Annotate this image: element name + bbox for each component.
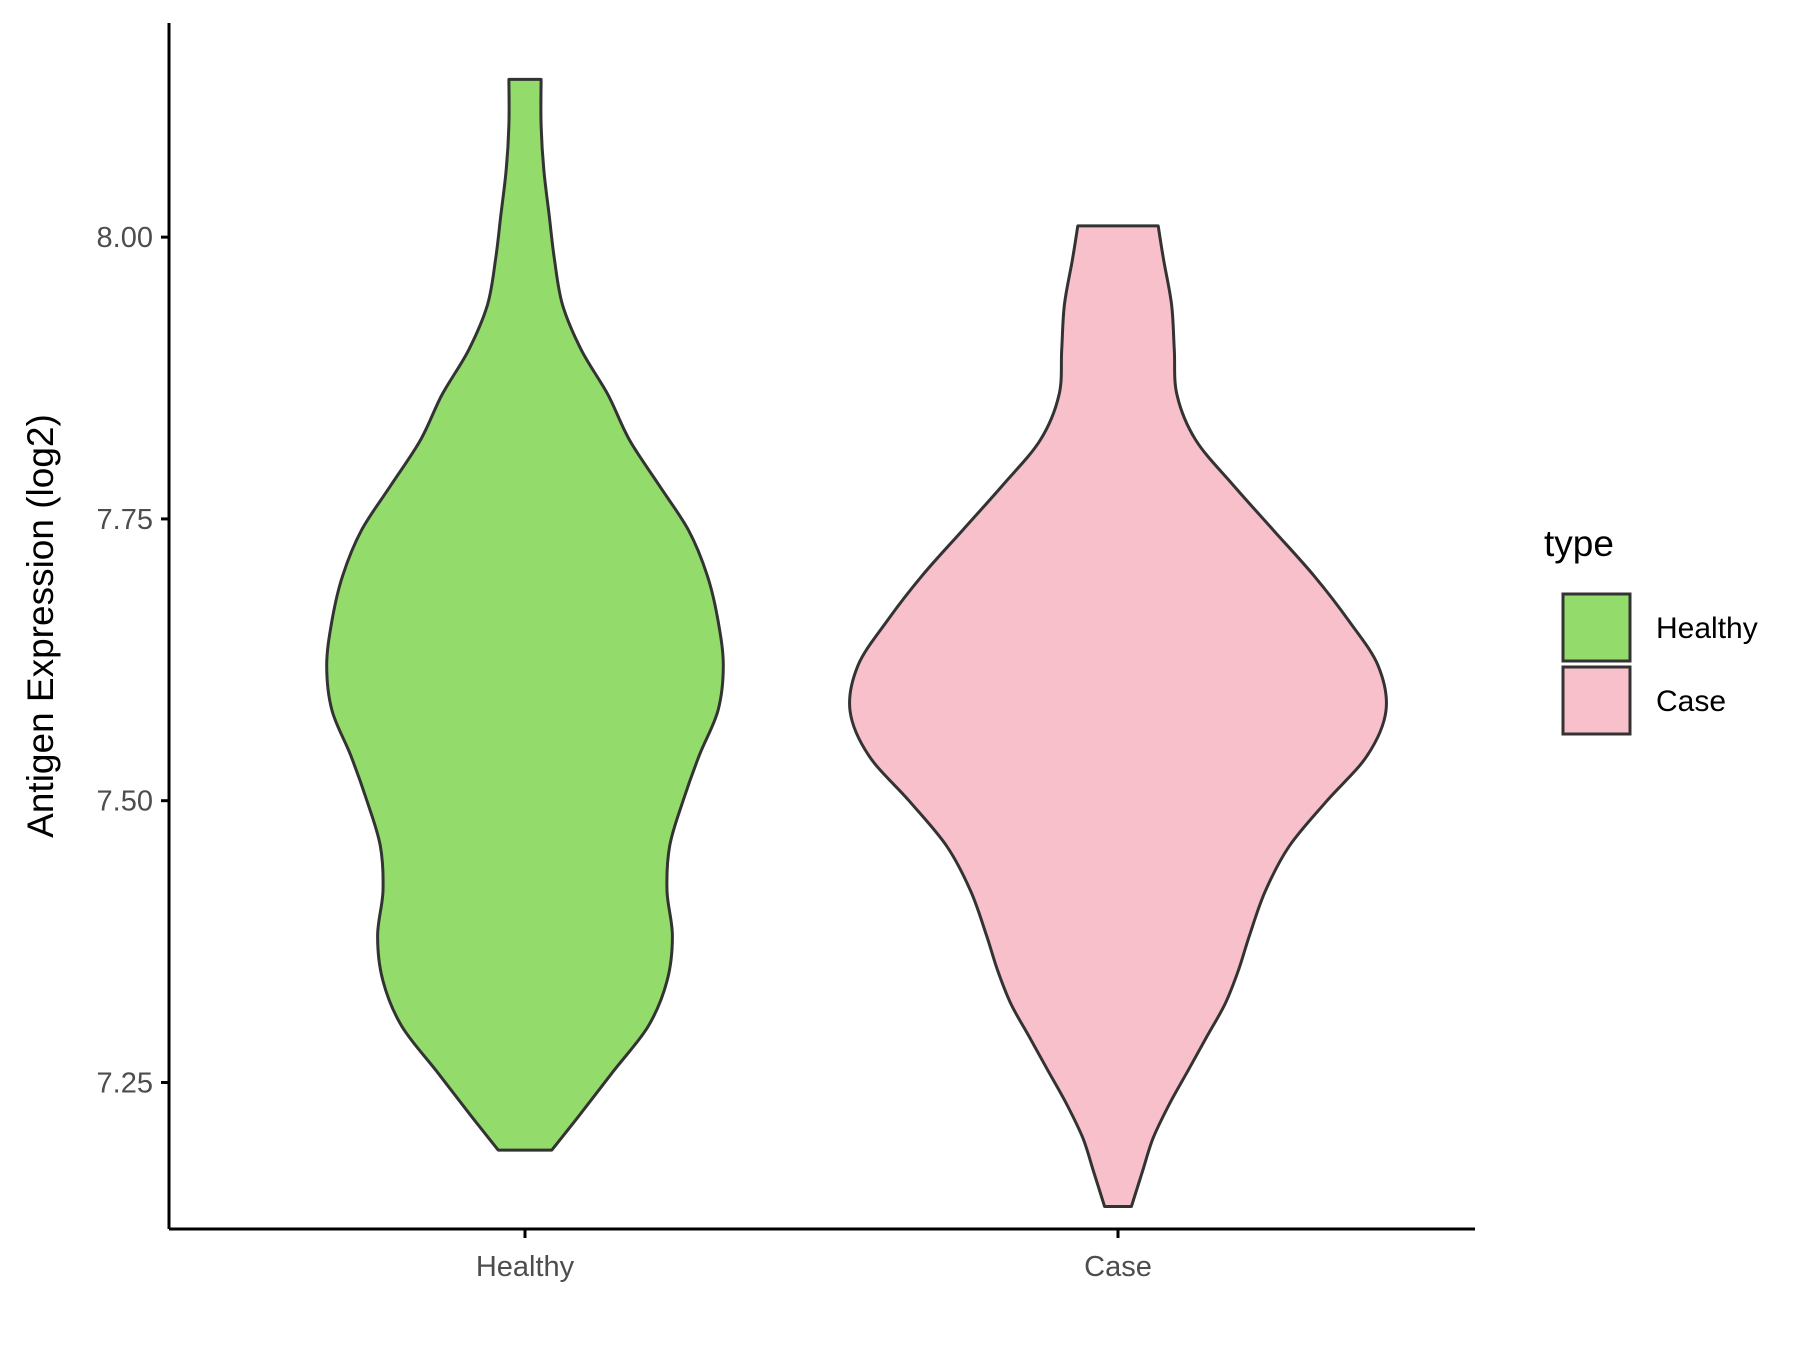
legend-title: type: [1544, 523, 1614, 564]
y-axis-title: Antigen Expression (log2): [20, 414, 61, 838]
legend: type Healthy Case: [1544, 523, 1758, 736]
x-tick-label: Case: [1084, 1251, 1152, 1283]
legend-label-case: Case: [1656, 685, 1726, 718]
y-tick-label: 8.00: [97, 222, 153, 254]
axes: [167, 23, 1475, 1231]
x-ticks: Healthy Case: [476, 1229, 1152, 1283]
y-tick-label: 7.25: [97, 1067, 153, 1099]
legend-label-healthy: Healthy: [1656, 612, 1758, 645]
legend-key-healthy: [1561, 592, 1632, 663]
x-tick-label: Healthy: [476, 1251, 575, 1283]
y-tick-label: 7.75: [97, 504, 153, 536]
y-ticks: 7.25 7.50 7.75 8.00: [97, 222, 169, 1099]
legend-key-case: [1561, 665, 1632, 736]
violin-healthy: [325, 77, 725, 1152]
violins-layer: [325, 77, 1388, 1208]
violin-case: [848, 224, 1388, 1208]
y-tick-label: 7.50: [97, 786, 153, 818]
